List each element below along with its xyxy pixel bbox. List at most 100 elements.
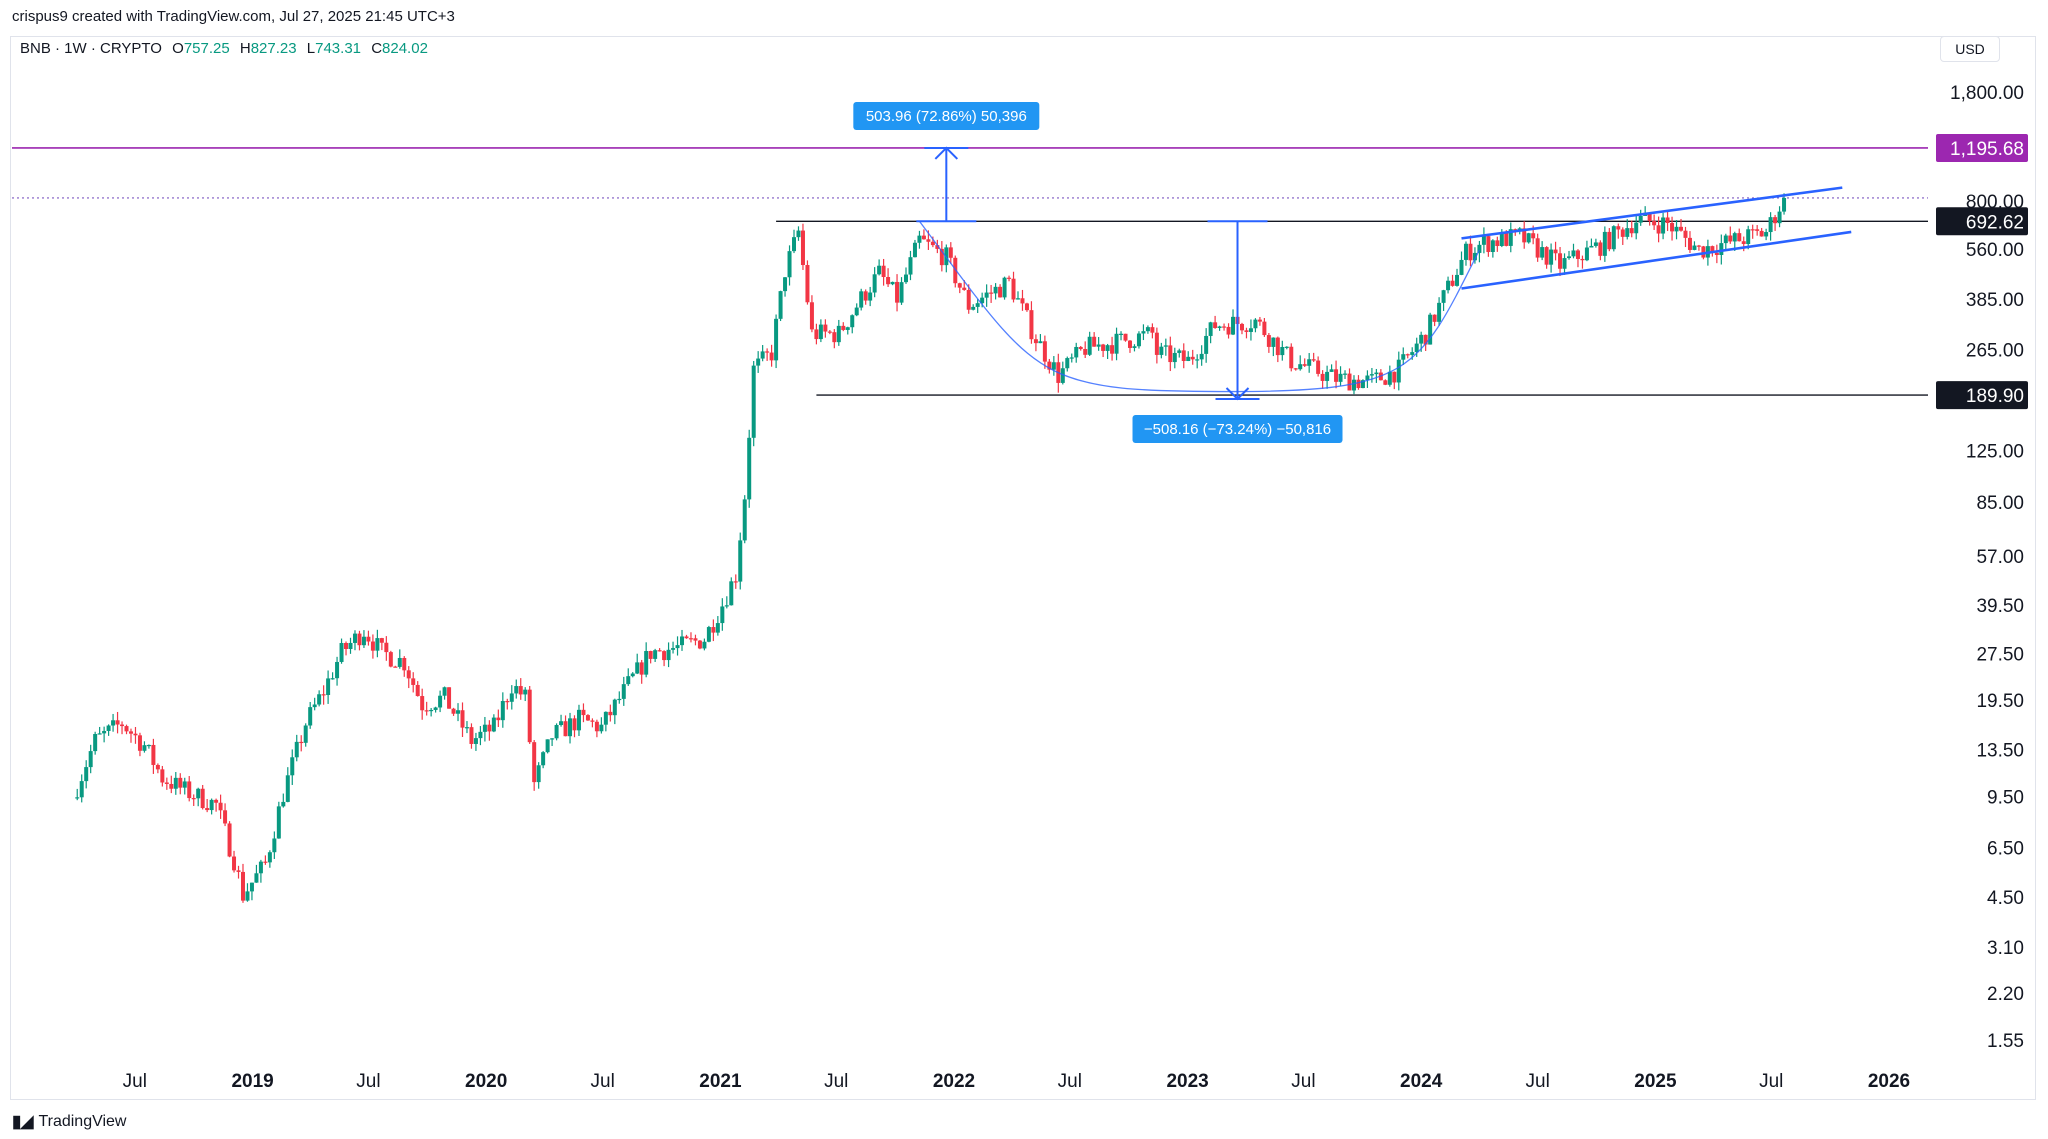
candle-body [1777, 211, 1782, 224]
chart-drawings: 503.96 (72.86%) 50,396 −508.16 (−73.24%) … [853, 101, 1852, 444]
candle-body [227, 823, 232, 857]
candle-body [88, 751, 93, 768]
candle-body [814, 329, 819, 340]
x-tick-label: Jul [1526, 1071, 1550, 1092]
y-tick-label: 125.00 [1966, 441, 2024, 462]
y-tick-label: 2.20 [1987, 984, 2024, 1005]
candle-body [294, 741, 299, 758]
candle-body [666, 649, 671, 661]
candle-body [877, 265, 882, 275]
candle-body [1513, 229, 1518, 231]
x-tick-label: 2021 [699, 1071, 742, 1092]
candle-body [1069, 357, 1074, 359]
candle-body [984, 292, 989, 298]
candle-body [621, 684, 626, 699]
candle-body [1383, 380, 1388, 385]
candle-body [581, 709, 586, 716]
candle-body [1114, 333, 1119, 354]
tradingview-brand: TradingView [38, 1113, 127, 1130]
candle-body [953, 257, 958, 284]
tradingview-logo[interactable]: ▮◢ TradingView [12, 1112, 126, 1132]
candle-body [1374, 372, 1379, 375]
candle-body [388, 652, 393, 667]
candle-body [1280, 347, 1285, 356]
candle-body [590, 720, 595, 722]
candle-body [863, 291, 868, 301]
candle-body [447, 687, 452, 709]
candle-body [1692, 245, 1697, 250]
candle-body [998, 286, 1003, 298]
candle-body [859, 291, 864, 308]
candle-body [774, 318, 779, 361]
candle-body [1024, 303, 1029, 311]
price-axis: 1,800.00800.00560.00385.00265.00125.0085… [1950, 83, 2024, 1052]
candle-body [1105, 345, 1110, 351]
cup-curve [918, 220, 1481, 393]
candle-body [1248, 328, 1253, 332]
candle-body [1495, 240, 1500, 247]
candle-body [178, 777, 183, 788]
candle-body [1150, 327, 1155, 333]
candle-body [429, 709, 434, 712]
candle-body [1289, 346, 1294, 369]
candle-body [361, 636, 366, 646]
candle-body [1746, 229, 1751, 244]
candle-body [899, 282, 904, 303]
candle-body [173, 777, 178, 789]
candle-body [1741, 241, 1746, 244]
y-tick-label: 4.50 [1987, 888, 2024, 909]
candle-body [612, 699, 617, 716]
candle-body [653, 650, 658, 659]
candle-body [1732, 233, 1737, 242]
x-tick-label: Jul [356, 1071, 380, 1092]
candle-body [868, 292, 873, 301]
candle-body [1096, 344, 1101, 347]
candle-body [1410, 352, 1415, 355]
currency-button[interactable]: USD [1940, 36, 2000, 62]
candle-body [818, 324, 823, 340]
y-tick-label: 13.50 [1976, 740, 2024, 761]
candle-body [1679, 226, 1684, 231]
candle-body [285, 775, 290, 802]
chart-frame[interactable] [10, 36, 2036, 1100]
candle-body [464, 727, 469, 729]
candle-body [348, 642, 353, 649]
low-label: L [306, 40, 316, 57]
candle-body [675, 645, 680, 649]
candle-body [438, 695, 443, 708]
candle-body [563, 721, 568, 737]
candle-body [1696, 245, 1701, 247]
candle-body [1015, 298, 1020, 300]
close-value: 824.02 [382, 40, 428, 57]
x-tick-label: Jul [123, 1071, 147, 1092]
candle-body [1365, 375, 1370, 381]
candle-body [1159, 346, 1164, 355]
candle-body [384, 642, 389, 653]
candle-body [1253, 319, 1258, 329]
candle-body [326, 678, 331, 696]
candle-body [1468, 243, 1473, 261]
x-tick-label: 2019 [231, 1071, 273, 1092]
candle-body [1101, 344, 1106, 351]
support-marker-badge [1936, 381, 2028, 410]
candle-body [1710, 246, 1715, 253]
candle-body [209, 799, 214, 811]
candle-body [603, 711, 608, 725]
y-tick-label: 3.10 [1987, 938, 2024, 959]
candle-body [1047, 361, 1052, 370]
candle-body [478, 731, 483, 739]
candle-body [1759, 230, 1764, 237]
symbol-name[interactable]: BNB · 1W · CRYPTO [20, 40, 162, 57]
candle-body [568, 718, 573, 737]
candle-body [1007, 277, 1012, 279]
candle-body [1593, 242, 1598, 246]
candle-body [1087, 336, 1092, 355]
purple-level-marker-label: 1,195.68 [1950, 139, 2024, 160]
candle-body [509, 693, 514, 702]
candle-body [357, 633, 362, 646]
candle-body [886, 277, 891, 285]
x-tick-label: Jul [1058, 1071, 1082, 1092]
candle-body [993, 286, 998, 294]
candle-body [626, 676, 631, 685]
